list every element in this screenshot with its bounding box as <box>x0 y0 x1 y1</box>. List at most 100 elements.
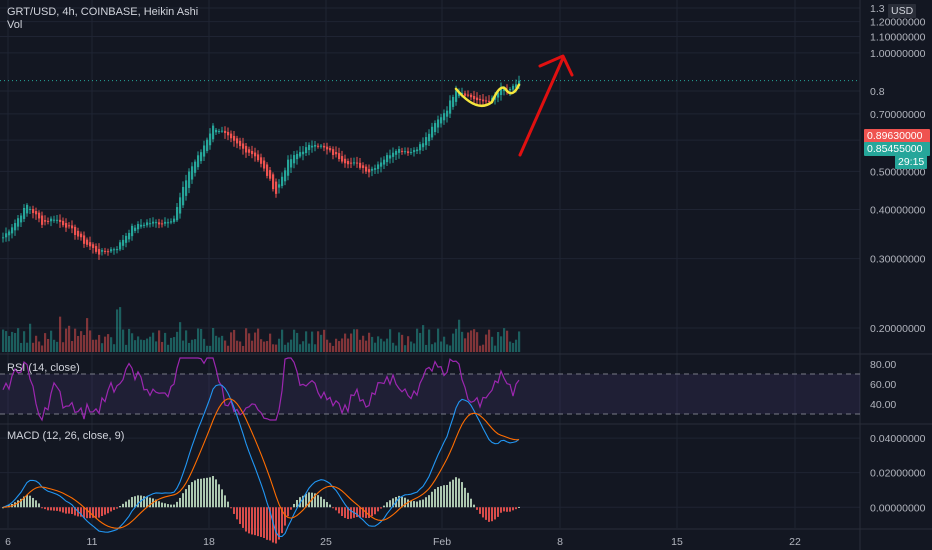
candle-body <box>47 220 50 222</box>
macd-histogram-bar <box>368 507 370 518</box>
volume-bar <box>458 319 461 352</box>
candle-body <box>326 146 329 150</box>
candle-body <box>347 161 350 165</box>
candle-body <box>149 223 152 225</box>
candle-body <box>218 131 221 133</box>
volume-bar <box>215 335 218 352</box>
candle-body <box>41 215 44 225</box>
volume-bar <box>167 344 170 352</box>
candle-body <box>299 152 302 157</box>
macd-tick-label: 0.02000000 <box>870 468 926 480</box>
candle-body <box>407 151 410 154</box>
volume-bar <box>191 339 194 352</box>
currency-badge[interactable]: USD <box>888 4 917 18</box>
macd-histogram-bar <box>281 507 283 534</box>
candle-body <box>155 222 158 224</box>
volume-bar <box>407 336 410 352</box>
rsi-tick-label: 80.00 <box>870 359 896 371</box>
volume-bar <box>275 344 278 352</box>
volume-bar <box>320 334 323 352</box>
macd-histogram-bar <box>230 507 232 509</box>
volume-bar <box>212 328 215 352</box>
rsi-label[interactable]: RSI (14, close) <box>7 362 80 374</box>
macd-histogram-bar <box>257 507 259 537</box>
candle-body <box>278 184 281 188</box>
volume-bar <box>233 329 236 352</box>
volume-bar <box>431 344 434 352</box>
arrow-shaft <box>518 56 565 157</box>
macd-histogram-bar <box>128 499 130 508</box>
volume-bar <box>101 343 104 352</box>
volume-bar <box>425 344 428 352</box>
candle-body <box>332 149 335 155</box>
volume-bar <box>470 330 473 352</box>
macd-histogram-bar <box>113 507 115 510</box>
volume-bar <box>380 338 383 352</box>
candle-body <box>482 99 485 102</box>
volume-bar <box>287 342 290 352</box>
candle-body <box>428 133 431 142</box>
macd-histogram-bar <box>305 493 307 508</box>
volume-bar <box>485 334 488 352</box>
volume-bar <box>83 335 86 352</box>
candle-body <box>302 151 305 155</box>
volume-bar <box>155 341 158 352</box>
macd-line <box>2 384 520 538</box>
macd-histogram-bar <box>371 507 373 517</box>
candle-body <box>470 94 473 98</box>
time-tick-label: 6 <box>5 536 11 548</box>
macd-histogram-bar <box>218 484 220 508</box>
candle-body <box>464 93 467 96</box>
macd-histogram-bar <box>440 486 442 508</box>
candle-body <box>188 171 191 188</box>
macd-histogram-bar <box>413 501 415 508</box>
volume-bar <box>356 329 359 352</box>
candle-body <box>116 249 119 251</box>
macd-axis: 0.04000000 0.02000000 0.00000000 <box>870 433 926 514</box>
volume-bar <box>65 328 68 352</box>
candle-body <box>32 209 35 214</box>
volume-bar <box>203 338 206 352</box>
candle-body <box>425 137 428 146</box>
macd-histogram-bar <box>38 503 40 508</box>
macd-histogram-bar <box>443 485 445 508</box>
candle-body <box>17 218 20 227</box>
bar-countdown-label: 29:15 <box>895 155 928 169</box>
macd-label[interactable]: MACD (12, 26, close, 9) <box>7 430 125 442</box>
candle-body <box>350 162 353 164</box>
macd-histogram-bar <box>224 495 226 508</box>
macd-histogram-bar <box>29 495 31 508</box>
candle-body <box>65 223 68 228</box>
candle-body <box>236 138 239 144</box>
candlesticks <box>2 75 521 260</box>
volume-bar <box>47 338 50 352</box>
macd-histogram-bar <box>188 484 190 508</box>
candle-body <box>440 117 443 124</box>
time-tick-label: 15 <box>671 536 683 548</box>
volume-bar <box>188 342 191 352</box>
drawing-annotations[interactable] <box>0 54 860 157</box>
volume-bar <box>467 332 470 352</box>
macd-histogram-bar <box>356 507 358 518</box>
macd-histogram-bar <box>290 507 292 510</box>
macd-histogram-bar <box>407 499 409 508</box>
time-tick-label: 25 <box>320 536 332 548</box>
volume-bar <box>254 332 257 352</box>
volume-bar <box>419 332 422 352</box>
volume-bar <box>14 333 17 352</box>
candle-body <box>158 222 161 225</box>
volume-bar <box>146 338 149 352</box>
volume-bar <box>161 341 164 352</box>
macd-histogram-bar <box>239 507 241 524</box>
macd-histogram-bar <box>434 489 436 508</box>
symbol-title[interactable]: GRT/USD, 4h, COINBASE, Heikin Ashi <box>7 6 199 18</box>
candle-body <box>488 100 491 102</box>
macd-histogram-bar <box>83 507 85 518</box>
volume-bar <box>347 338 350 352</box>
candle-body <box>143 224 146 226</box>
candle-body <box>164 221 167 224</box>
volume-bar <box>500 336 503 352</box>
candle-body <box>281 176 284 186</box>
candle-body <box>20 215 23 223</box>
